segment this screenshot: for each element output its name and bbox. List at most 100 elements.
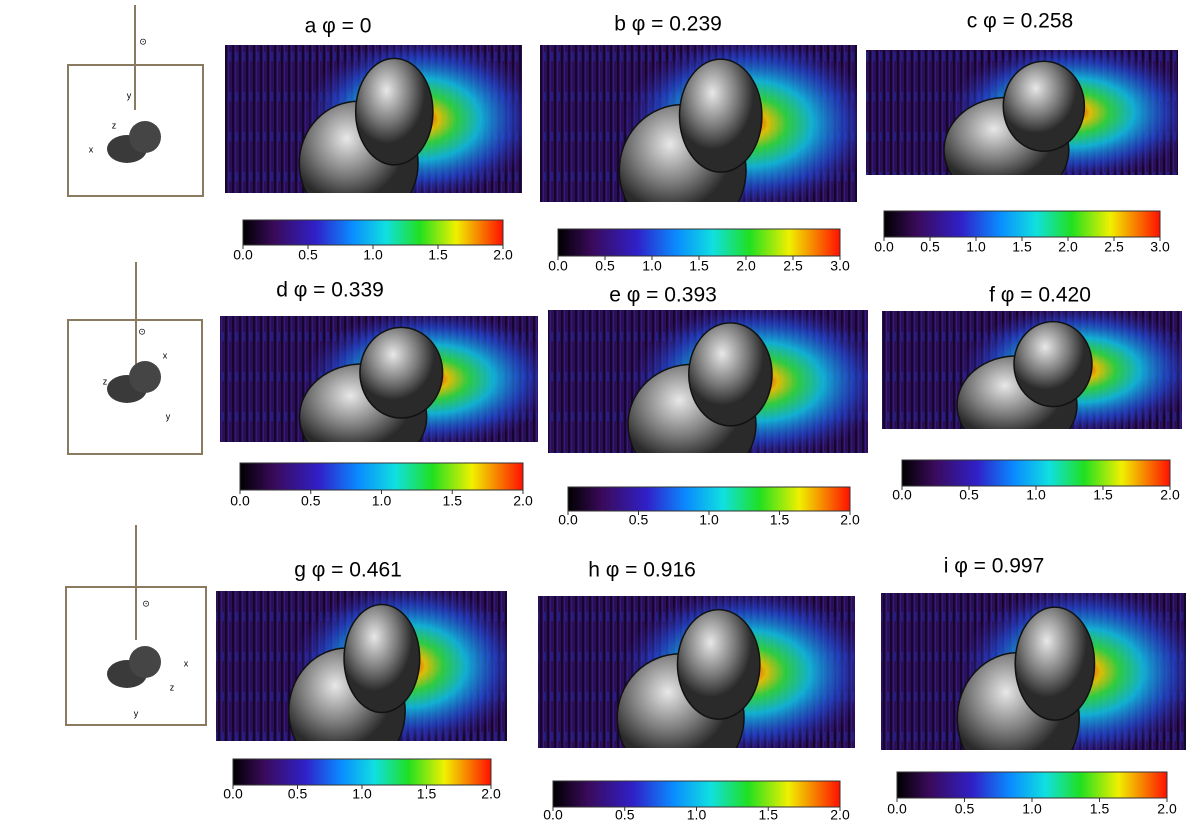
colorbar-tick-label: 2.0	[1058, 239, 1078, 255]
colorbar-tick-label: 2.0	[493, 247, 513, 263]
colorbar-tick-label: 1.0	[966, 239, 986, 255]
heatmap-image	[538, 596, 855, 748]
colorbar	[896, 771, 1168, 799]
colorbar-tick-label: 1.0	[642, 258, 662, 274]
comet-model	[129, 361, 161, 393]
panel: i φ = 0.997 0.0 0.5 1.0 1.5 2.0	[881, 555, 1186, 817]
panel-title: d φ = 0.339	[276, 279, 384, 302]
panel-title: a φ = 0	[305, 15, 372, 38]
comet-model	[129, 646, 161, 678]
colorbar	[557, 228, 841, 257]
colorbar-tick-label: 2.0	[830, 807, 850, 823]
panel-title: f φ = 0.420	[989, 284, 1091, 307]
panel: c φ = 0.258 0.0 0.5 1.0 1.5 2.0 2.5 3.0	[866, 10, 1178, 255]
colorbar-tick-label: 2.0	[513, 493, 533, 509]
heatmap-image	[881, 593, 1186, 750]
panel: g φ = 0.461 0.0 0.5 1.0 1.5 2.0	[216, 559, 507, 802]
colorbar-tick-label: 0.0	[543, 807, 563, 823]
colorbar-tick-label: 2.0	[481, 786, 501, 802]
colorbar	[883, 210, 1161, 238]
panels: a φ = 0 0.0 0.5 1.0 1.5 2.0 b φ = 0.239 0.0 0.5 1…	[216, 10, 1186, 823]
colorbar-tick-label: 0.0	[223, 786, 243, 802]
colorbar-tick-label: 0.0	[887, 801, 907, 817]
colorbar-tick-label: 1.5	[1090, 801, 1110, 817]
comet-lobe	[343, 603, 421, 714]
orientation-diagram: ⊙ x z y	[65, 525, 207, 726]
heatmap-image	[225, 45, 522, 193]
colorbar-tick-label: 1.5	[1093, 487, 1113, 503]
colorbar-tick-label: 1.0	[372, 493, 392, 509]
orientation-diagram: ⊙ x z y	[67, 262, 203, 455]
colorbar-tick-label: 1.5	[417, 786, 437, 802]
colorbar-tick-label: 2.0	[736, 258, 756, 274]
colorbar-tick-label: 1.5	[1012, 239, 1032, 255]
orientation-diagram: ⊙ y z x	[67, 5, 204, 197]
colorbar-tick-label: 1.0	[1022, 801, 1042, 817]
axis-label: z	[103, 376, 108, 386]
comet-lobe	[354, 57, 434, 166]
colorbar-tick-label: 2.0	[1160, 487, 1180, 503]
comet-lobe	[1013, 320, 1093, 408]
panel-title: g φ = 0.461	[294, 559, 402, 582]
colorbar-tick-label: 2.5	[1104, 239, 1124, 255]
sun-symbol: ⊙	[139, 36, 147, 46]
panel-title: c φ = 0.258	[967, 10, 1073, 33]
comet-lobe	[688, 322, 773, 427]
axis-label: z	[112, 120, 117, 130]
heatmap-image	[882, 311, 1182, 429]
colorbar-tick-label: 1.0	[687, 807, 707, 823]
colorbar	[552, 780, 841, 808]
colorbar-tick-label: 0.0	[874, 239, 894, 255]
colorbar-tick-label: 2.0	[1157, 801, 1177, 817]
colorbar-tick-label: 1.5	[770, 512, 790, 528]
colorbar-tick-label: 0.5	[288, 786, 308, 802]
colorbar-tick-label: 1.0	[1026, 487, 1046, 503]
colorbar-tick-label: 3.0	[1150, 239, 1170, 255]
colorbar	[242, 219, 504, 246]
colorbar-tick-label: 0.5	[615, 807, 635, 823]
colorbar-tick-label: 0.5	[298, 247, 318, 263]
comet-lobe	[678, 58, 763, 173]
colorbar-tick-label: 1.0	[699, 512, 719, 528]
panel: f φ = 0.420 0.0 0.5 1.0 1.5 2.0	[882, 284, 1182, 503]
colorbar	[232, 758, 492, 786]
colorbar-tick-label: 1.0	[363, 247, 383, 263]
sun-symbol: ⊙	[138, 326, 146, 336]
axis-label: y	[134, 708, 139, 718]
colorbar-tick-label: 0.5	[959, 487, 979, 503]
comet-lobe	[1002, 60, 1086, 152]
panel: e φ = 0.393 0.0 0.5 1.0 1.5 2.0	[548, 284, 868, 528]
axis-label: x	[89, 144, 94, 154]
panel-title: e φ = 0.393	[609, 284, 717, 307]
colorbar-tick-label: 0.5	[595, 258, 615, 274]
axis-label: y	[166, 411, 171, 421]
panel: h φ = 0.916 0.0 0.5 1.0 1.5 2.0	[538, 559, 855, 823]
colorbar-tick-label: 0.0	[230, 493, 250, 509]
colorbar	[567, 486, 851, 512]
axis-label: z	[170, 682, 175, 692]
panel-title: i φ = 0.997	[944, 555, 1045, 578]
colorbar-tick-label: 0.5	[920, 239, 940, 255]
colorbar-tick-label: 0.5	[629, 512, 649, 528]
colorbar-tick-label: 1.5	[759, 807, 779, 823]
axis-label: y	[127, 90, 132, 100]
heatmap-image	[866, 50, 1178, 175]
colorbar-tick-label: 1.5	[428, 247, 448, 263]
heatmap-image	[540, 45, 857, 202]
comet-lobe	[676, 608, 761, 720]
heatmap-image	[216, 591, 507, 741]
colorbar-tick-label: 2.0	[840, 512, 860, 528]
axis-label: x	[163, 350, 168, 360]
sun-symbol: ⊙	[142, 598, 150, 608]
heatmap-image	[220, 316, 538, 442]
colorbar-tick-label: 0.5	[301, 493, 321, 509]
panel: b φ = 0.239 0.0 0.5 1.0 1.5 2.0 2.5 3.0	[540, 13, 857, 274]
colorbar-tick-label: 1.5	[689, 258, 709, 274]
colorbar	[901, 459, 1171, 487]
panel-title: b φ = 0.239	[614, 13, 722, 36]
colorbar-tick-label: 1.5	[443, 493, 463, 509]
colorbar-tick-label: 3.0	[830, 258, 850, 274]
comet-model	[129, 121, 161, 153]
panel: d φ = 0.339 0.0 0.5 1.0 1.5 2.0	[220, 279, 538, 509]
